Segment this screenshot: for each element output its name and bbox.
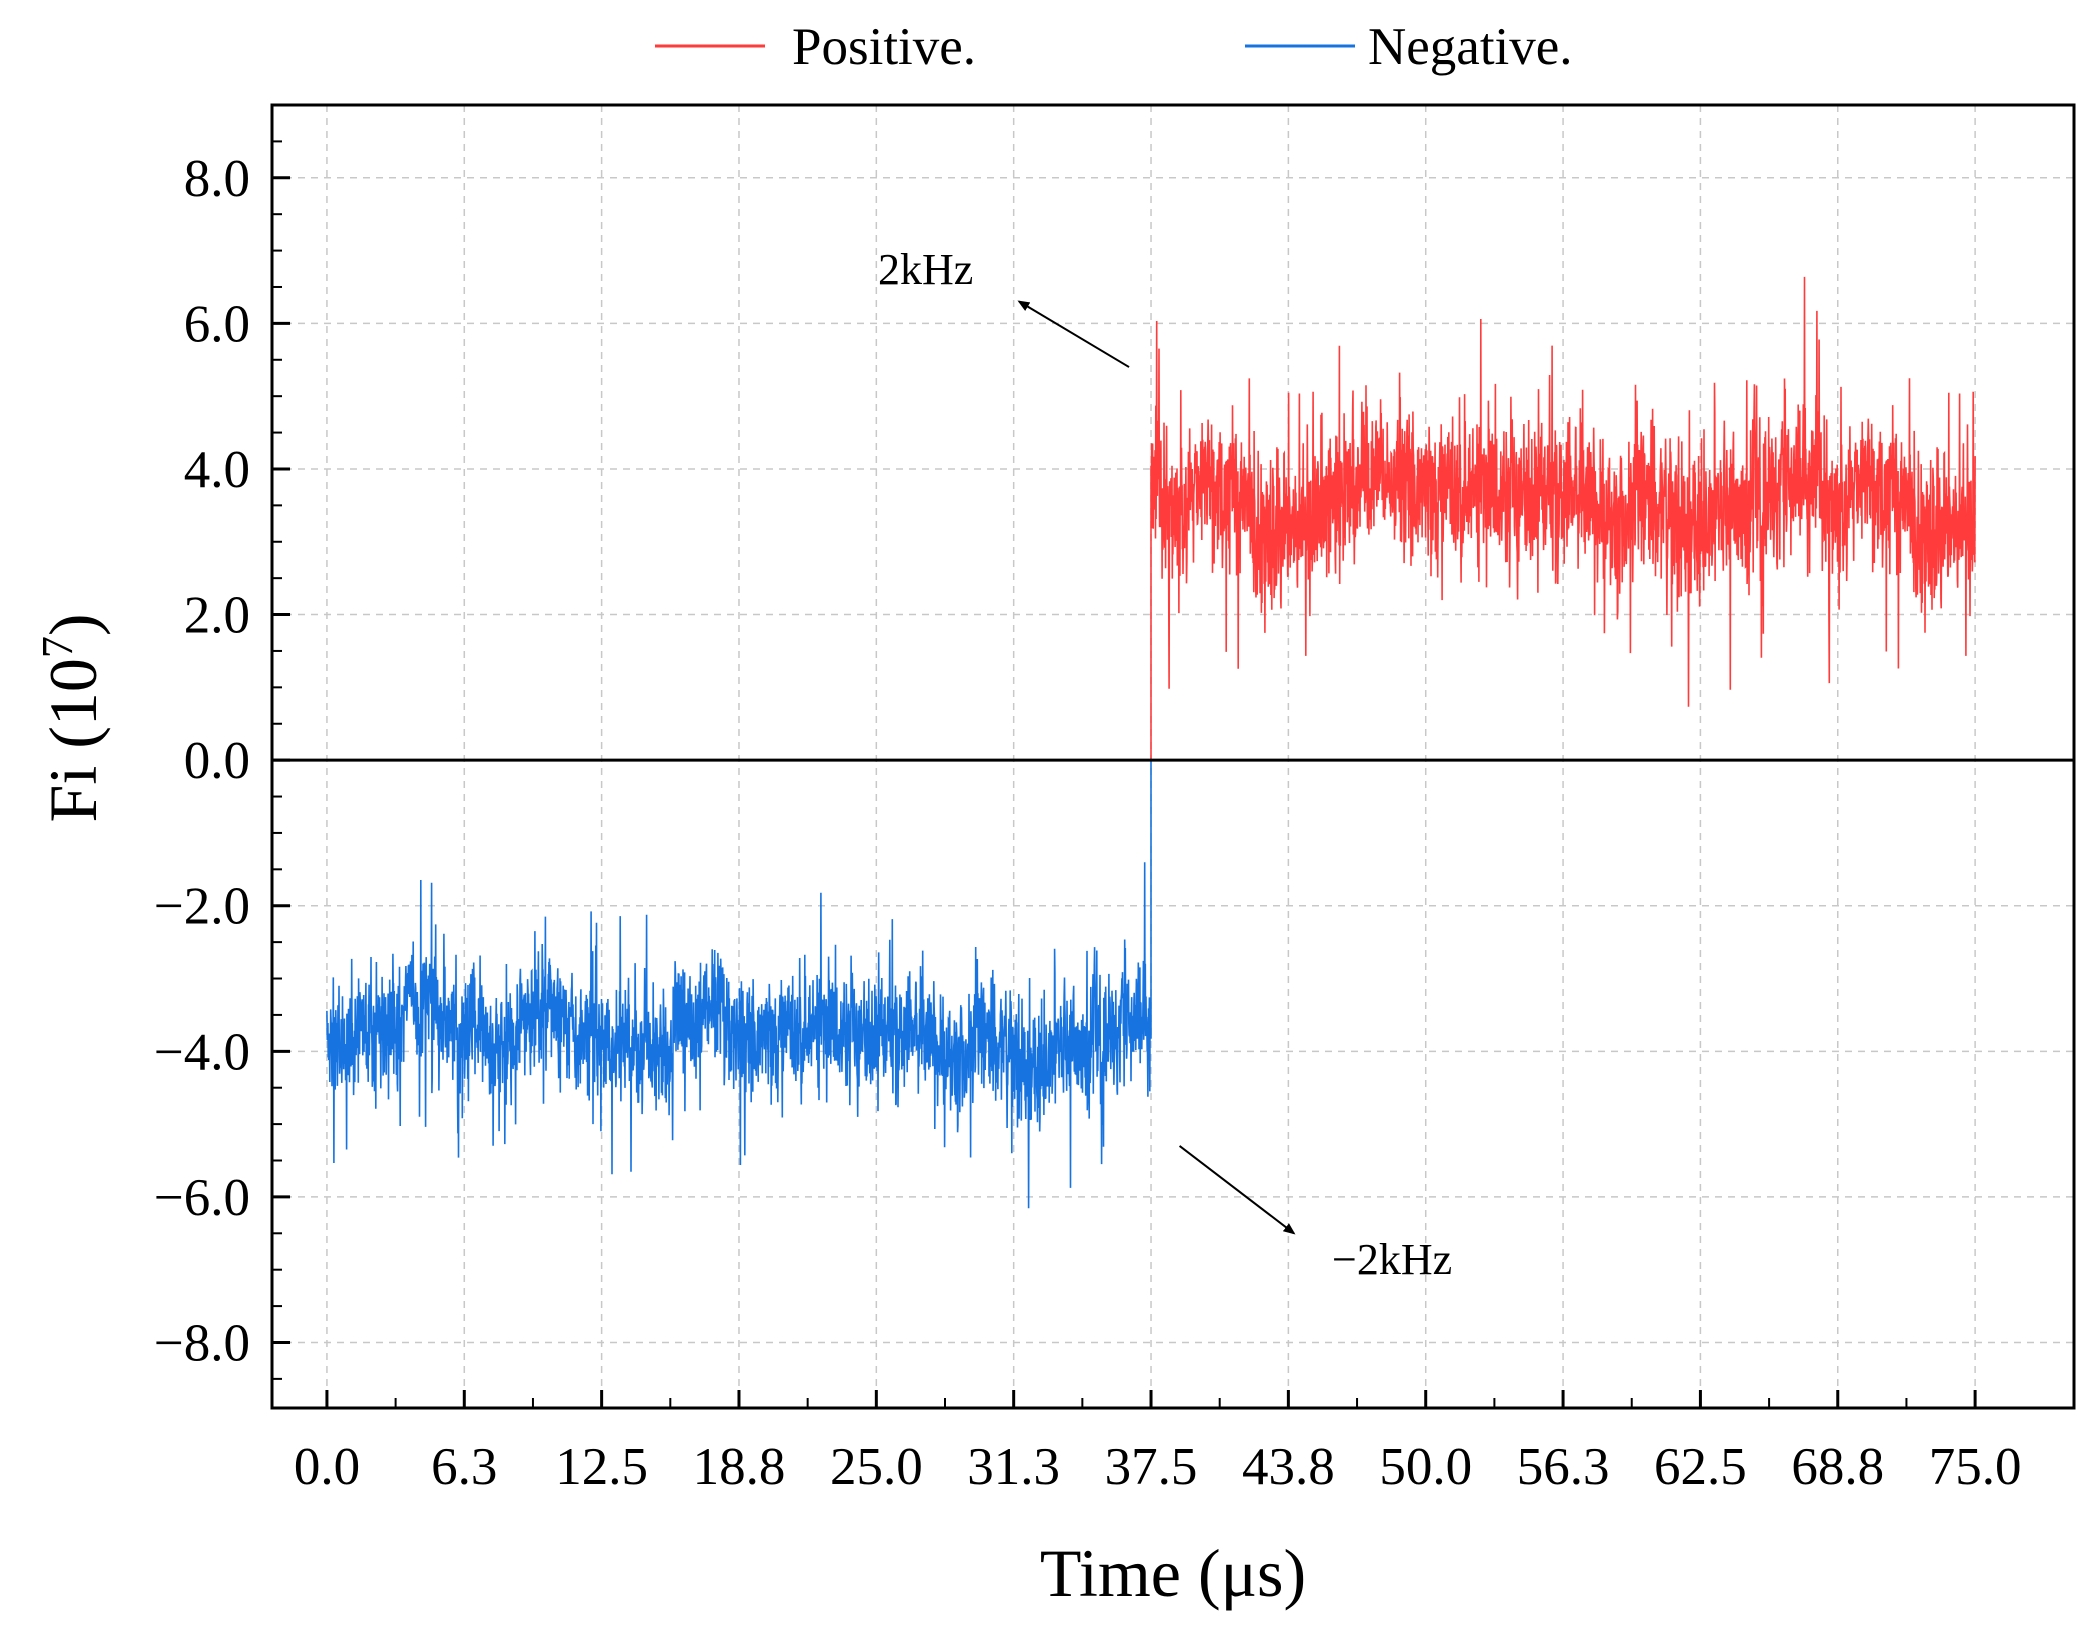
x-tick-label: 43.8	[1242, 1438, 1335, 1496]
y-tick-label: −8.0	[154, 1314, 250, 1372]
x-tick-label: 12.5	[555, 1438, 648, 1496]
legend: Positive. Negative.	[655, 18, 1573, 76]
y-axis-label: Fi (107)	[33, 613, 111, 822]
annotation-arrow-2khz	[1017, 300, 1130, 368]
y-tick-label: −2.0	[154, 878, 250, 936]
x-tick-label: 75.0	[1929, 1438, 2022, 1496]
legend-label-positive: Positive.	[792, 18, 976, 76]
plot-frame	[270, 103, 2076, 1410]
annotation-label-neg-2khz: −2kHz	[1332, 1235, 1452, 1284]
x-tick-label: 0.0	[294, 1438, 360, 1496]
y-tick-label: 0.0	[184, 732, 250, 790]
x-tick-label: 25.0	[830, 1438, 923, 1496]
y-tick-label: 4.0	[184, 441, 250, 499]
y-axis: −8.0 −6.0 −4.0 −2.0 0.0 2.0 4.0 6.0 8.0	[154, 140, 290, 1380]
x-tick-label: 31.3	[967, 1438, 1060, 1496]
series-line-negative	[326, 760, 1152, 1209]
x-tick-label: 56.3	[1517, 1438, 1610, 1496]
annotation-label-2khz: 2kHz	[878, 245, 973, 294]
x-axis-label: Time (μs)	[1040, 1535, 1306, 1611]
y-tick-label: 2.0	[184, 587, 250, 645]
x-tick-label: 18.8	[693, 1438, 786, 1496]
y-axis-label-main: Fi (10	[35, 658, 111, 822]
y-tick-label: 6.0	[184, 295, 250, 353]
y-tick-label: 8.0	[184, 150, 250, 208]
annotation-arrow-neg-2khz	[1178, 1145, 1296, 1235]
x-tick-label: 6.3	[431, 1438, 497, 1496]
series-line-positive	[1150, 276, 1976, 761]
annotations: 2kHz −2kHz	[878, 245, 1452, 1284]
y-tick-label: −6.0	[154, 1169, 250, 1227]
y-axis-label-close: )	[35, 613, 111, 636]
y-axis-label-exponent: 7	[33, 636, 82, 658]
x-axis: 0.0 6.3 12.5 18.8 25.0 31.3 37.5 43.8 50.0 56.3 62…	[294, 1390, 2022, 1496]
y-tick-label: −4.0	[154, 1023, 250, 1081]
x-tick-label: 50.0	[1379, 1438, 1472, 1496]
x-tick-label: 62.5	[1654, 1438, 1747, 1496]
legend-label-negative: Negative.	[1368, 18, 1573, 76]
x-tick-label: 68.8	[1791, 1438, 1884, 1496]
x-tick-label: 37.5	[1105, 1438, 1198, 1496]
